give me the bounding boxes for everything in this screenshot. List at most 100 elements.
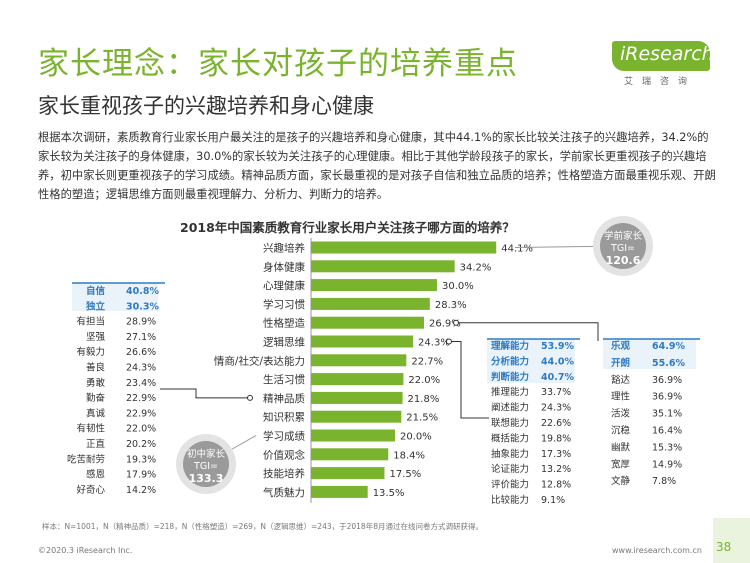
- sub-table-label: 有韧性: [76, 423, 105, 435]
- sub-table-label: 比较能力: [491, 494, 529, 506]
- sub-table-label: 活泼: [611, 408, 631, 420]
- value-label: 18.4%: [393, 450, 425, 461]
- page-number-tab: [713, 518, 750, 563]
- connector-line: [160, 388, 248, 399]
- sub-table-highlight: [487, 339, 575, 383]
- sub-table-label: 豁达: [611, 374, 631, 386]
- sub-table-label: 勇敢: [86, 377, 106, 389]
- sub-table-label: 乐观: [611, 340, 631, 352]
- sub-table-highlight: [72, 283, 158, 311]
- sub-table-label: 善良: [86, 362, 106, 374]
- category-label: 精神品质: [263, 392, 305, 405]
- sub-table-label: 自信: [86, 285, 106, 297]
- bar: [311, 279, 437, 292]
- category-label: 心理健康: [263, 279, 305, 292]
- sub-table-label: 真诚: [86, 407, 106, 419]
- category-label: 兴趣培养: [263, 242, 305, 255]
- sub-table-label: 宽厚: [611, 458, 631, 470]
- connector-dot: [446, 338, 452, 345]
- sub-table-value: 55.6%: [652, 358, 685, 369]
- category-label: 学习成绩: [263, 430, 305, 443]
- sub-table-label: 独立: [85, 300, 106, 312]
- sub-table-value: 16.4%: [652, 426, 682, 437]
- bar: [311, 373, 404, 386]
- bar: [311, 410, 402, 423]
- value-label: 22.7%: [411, 356, 443, 367]
- sub-table-value: 40.7%: [541, 372, 574, 383]
- sub-table-label: 推理能力: [491, 386, 529, 398]
- category-label: 价值观念: [263, 448, 305, 461]
- value-label: 20.0%: [400, 432, 432, 443]
- sub-table-value: 40.8%: [126, 286, 159, 297]
- bar: [311, 391, 403, 404]
- sub-table-label: 沉稳: [611, 425, 631, 437]
- value-label: 28.3%: [435, 300, 467, 311]
- category-label: 逻辑思维: [263, 336, 305, 349]
- sub-table-value: 33.7%: [541, 387, 571, 398]
- tgi-badge-prefix: TGI=: [193, 461, 218, 472]
- sub-table-label: 开朗: [611, 357, 630, 369]
- sub-table-value: 28.9%: [126, 317, 156, 328]
- sub-table-value: 24.3%: [126, 363, 156, 374]
- sub-table-value: 17.9%: [126, 470, 156, 481]
- bar: [311, 354, 407, 367]
- value-label: 44.1%: [501, 244, 533, 255]
- sub-table-value: 22.0%: [126, 424, 156, 435]
- bar: [311, 485, 368, 498]
- connector-dot: [453, 319, 459, 326]
- sub-table-value: 15.3%: [652, 442, 682, 453]
- sub-table-value: 19.3%: [126, 454, 156, 465]
- category-label: 学习习惯: [263, 298, 305, 311]
- bar: [311, 335, 414, 348]
- sub-table-label: 有担当: [76, 316, 105, 328]
- tgi-badge-value: 120.6: [606, 254, 641, 267]
- sub-table-value: 26.6%: [126, 347, 156, 358]
- sub-table-value: 64.9%: [652, 341, 685, 352]
- sub-table-label: 文静: [611, 475, 631, 487]
- bar: [311, 467, 385, 480]
- sub-table-label: 分析能力: [491, 355, 529, 367]
- bar: [311, 297, 430, 310]
- page-number: 38: [716, 540, 732, 554]
- bar: [311, 448, 389, 461]
- category-label: 技能培养: [263, 467, 305, 480]
- value-label: 22.0%: [408, 375, 440, 386]
- sub-table-value: 14.2%: [126, 485, 156, 496]
- logo-background: [612, 41, 710, 71]
- sub-table-label: 吃苦耐劳: [67, 453, 105, 465]
- sub-table-value: 23.4%: [126, 378, 156, 389]
- sub-table-value: 36.9%: [652, 375, 682, 386]
- sub-table-label: 概括能力: [491, 432, 529, 444]
- sub-table-label: 好奇心: [76, 484, 105, 496]
- bar: [311, 429, 395, 442]
- bar: [311, 260, 455, 273]
- sub-table-value: 27.1%: [126, 332, 156, 343]
- sub-table-value: 22.9%: [126, 393, 156, 404]
- sub-table-value: 22.9%: [126, 408, 156, 419]
- sub-table-label: 理解能力: [491, 340, 529, 352]
- chart-title: 2018年中国素质教育行业家长用户关注孩子哪方面的培养？: [180, 220, 515, 235]
- sub-table-value: 14.9%: [652, 459, 682, 470]
- sub-table-label: 感恩: [86, 469, 105, 481]
- value-label: 21.5%: [406, 413, 438, 424]
- sub-table-value: 13.2%: [541, 464, 571, 475]
- sub-table-label: 正直: [86, 438, 106, 450]
- website-link[interactable]: www.iresearch.com.cn: [612, 546, 702, 555]
- connector-line: [452, 341, 489, 419]
- sub-table-highlight: [603, 339, 696, 369]
- sub-table-value: 7.8%: [652, 476, 676, 487]
- sub-table-value: 12.8%: [541, 480, 571, 491]
- category-label: 性格塑造: [263, 317, 305, 330]
- sub-table-value: 19.8%: [541, 433, 571, 444]
- category-label: 气质魅力: [263, 486, 305, 499]
- sub-table-label: 理性: [611, 391, 631, 403]
- copyright: ©2020.3 iResearch Inc.: [38, 546, 133, 555]
- sub-table-value: 35.1%: [652, 409, 682, 420]
- sub-table-value: 30.3%: [126, 301, 159, 312]
- tgi-badge: [600, 223, 646, 269]
- logo: iResearch: [620, 43, 714, 65]
- sub-table-label: 勤奋: [86, 392, 106, 404]
- value-label: 26.9%: [429, 319, 461, 330]
- bar: [311, 316, 424, 329]
